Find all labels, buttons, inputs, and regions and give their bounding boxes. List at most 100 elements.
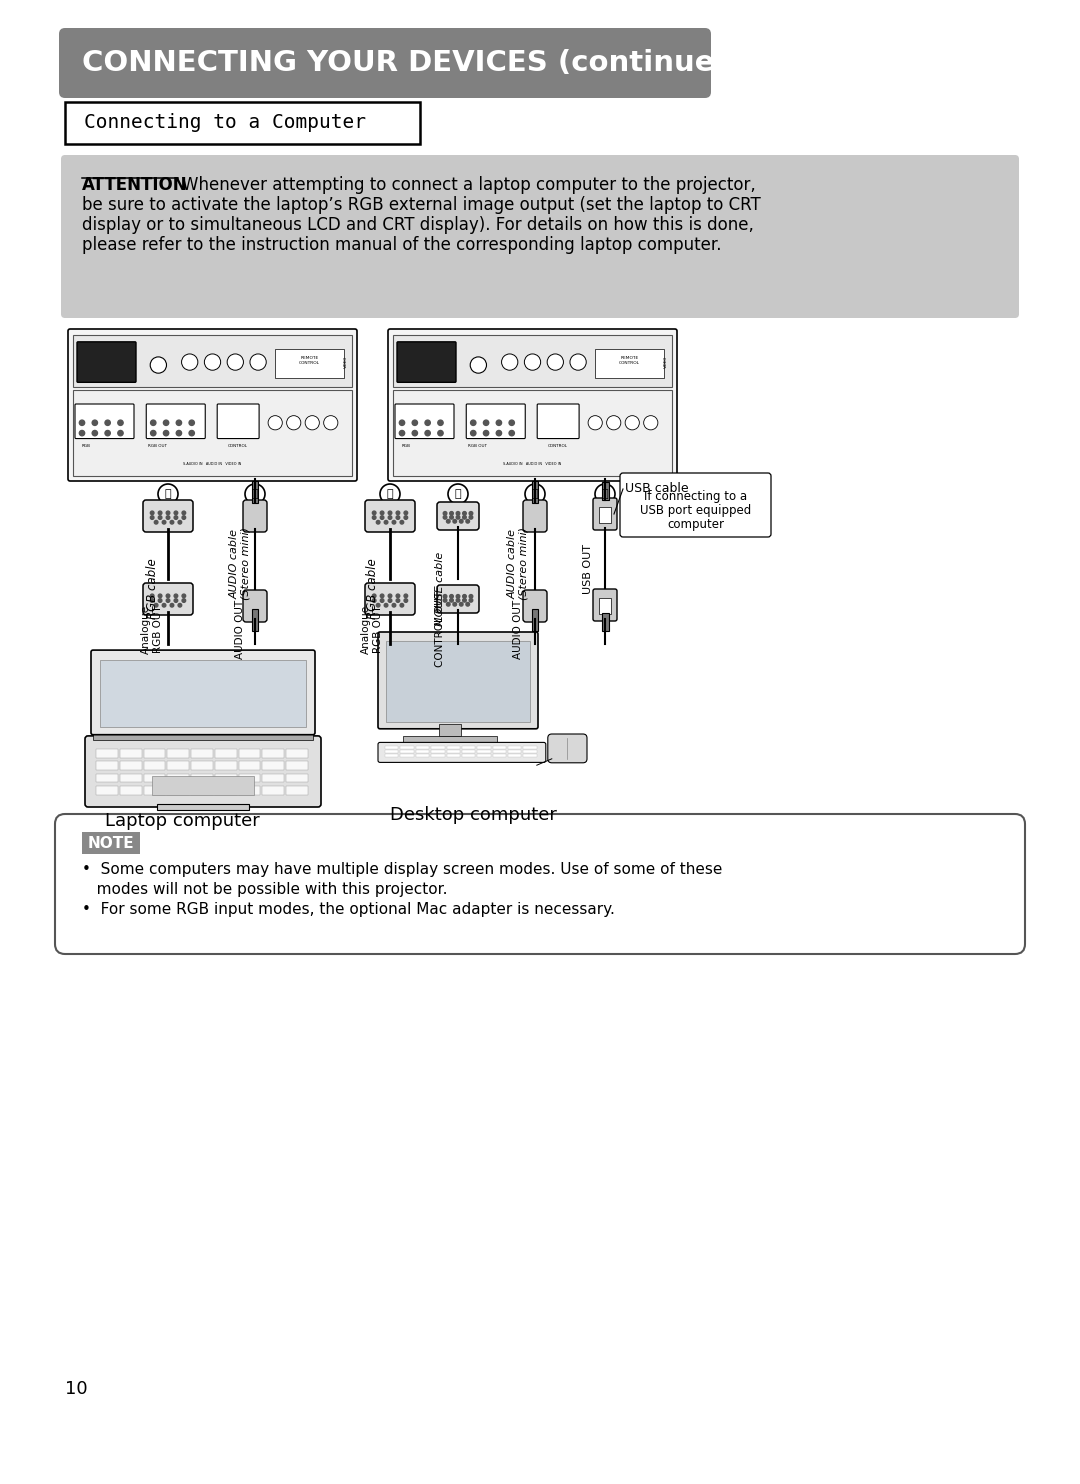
Text: Connecting to a Computer: Connecting to a Computer [84,113,366,132]
Bar [239,749,260,757]
Circle shape [159,594,162,598]
Circle shape [446,519,450,522]
Bar [144,749,165,757]
Circle shape [459,603,463,605]
Circle shape [150,510,154,515]
Circle shape [380,516,383,519]
Circle shape [189,430,194,436]
Circle shape [171,604,174,607]
Bar [416,746,429,749]
Circle shape [449,598,454,603]
Circle shape [388,510,392,515]
Circle shape [373,598,376,603]
Bar [462,746,475,749]
Bar [144,773,165,782]
Text: RGB: RGB [81,444,91,448]
Circle shape [469,598,473,603]
Circle shape [154,604,158,607]
Circle shape [118,430,123,436]
Bar [602,482,608,500]
Bar [144,761,165,770]
Circle shape [181,355,198,370]
Text: RGB cable: RGB cable [365,558,378,619]
Circle shape [183,594,186,598]
Text: Whenever attempting to connect a laptop computer to the projector,: Whenever attempting to connect a laptop … [183,177,756,194]
Bar [286,749,308,757]
Circle shape [105,430,110,436]
Circle shape [171,521,174,524]
Circle shape [400,420,405,426]
Circle shape [174,598,178,603]
Bar [440,724,461,736]
Circle shape [396,510,400,515]
Text: RGB OUT: RGB OUT [468,444,487,448]
Circle shape [174,516,178,519]
Text: Ⓝ: Ⓝ [252,490,258,499]
Bar [144,787,165,795]
Text: CONNECTING YOUR DEVICES (continued): CONNECTING YOUR DEVICES (continued) [82,49,748,77]
Bar [602,613,608,631]
Circle shape [525,484,545,505]
Circle shape [437,420,443,426]
Text: NOTE: NOTE [87,835,134,850]
Bar [73,335,352,387]
Bar [524,754,537,757]
Bar [93,733,313,741]
FancyBboxPatch shape [593,589,617,620]
Text: Ⓞ: Ⓞ [531,490,538,499]
Circle shape [249,355,267,370]
Circle shape [162,521,166,524]
Circle shape [443,512,447,515]
Bar [477,754,490,757]
Circle shape [396,594,400,598]
Circle shape [396,516,400,519]
Bar [599,508,611,522]
Circle shape [163,430,168,436]
Bar [393,390,672,476]
Text: AUDIO cable
(Stereo mini): AUDIO cable (Stereo mini) [229,527,251,601]
Circle shape [462,598,467,603]
Circle shape [150,430,156,436]
Circle shape [380,510,383,515]
Circle shape [79,420,84,426]
Circle shape [150,594,154,598]
Text: •  For some RGB input modes, the optional Mac adapter is necessary.: • For some RGB input modes, the optional… [82,902,615,917]
Circle shape [456,512,460,515]
Circle shape [373,510,376,515]
Bar [532,481,538,503]
Bar [96,773,118,782]
Bar [462,751,475,754]
Bar [252,608,258,631]
Text: CONTROL OUT: CONTROL OUT [435,591,445,666]
Circle shape [426,430,430,436]
Circle shape [509,420,514,426]
Text: Ⓝ: Ⓝ [455,490,461,499]
Bar [384,754,399,757]
Circle shape [158,484,178,505]
Bar [477,751,490,754]
Circle shape [446,603,450,605]
FancyBboxPatch shape [143,583,193,614]
Bar [286,787,308,795]
Bar [404,736,497,743]
Bar [152,776,254,795]
FancyBboxPatch shape [217,404,259,439]
Text: Ⓜ: Ⓜ [387,490,393,499]
FancyBboxPatch shape [365,500,415,531]
Circle shape [268,416,282,430]
Circle shape [462,595,467,598]
Bar [82,833,140,853]
Circle shape [448,484,468,505]
Bar [384,746,399,749]
Circle shape [324,416,338,430]
FancyBboxPatch shape [75,404,134,439]
Circle shape [449,595,454,598]
Bar [524,746,537,749]
FancyBboxPatch shape [243,591,267,622]
FancyBboxPatch shape [537,404,579,439]
Circle shape [159,516,162,519]
Text: S-AUDIO IN   AUDIO IN   VIDEO IN: S-AUDIO IN AUDIO IN VIDEO IN [184,462,242,466]
Circle shape [388,594,392,598]
Text: VIDEO: VIDEO [345,356,349,368]
Bar [73,390,352,476]
